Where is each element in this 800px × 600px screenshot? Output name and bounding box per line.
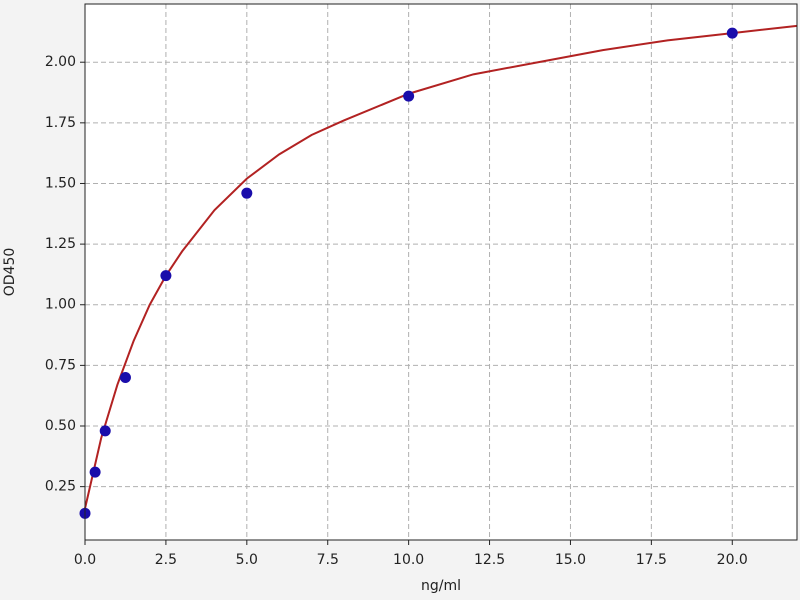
data-point <box>726 27 738 39</box>
plot-frame <box>84 3 798 541</box>
x-tick-label: 2.5 <box>155 552 177 568</box>
data-point <box>99 425 111 437</box>
y-tick-label: 1.00 <box>45 297 76 313</box>
y-tick-label: 0.75 <box>45 357 76 373</box>
x-tick-label: 7.5 <box>317 552 339 568</box>
x-tick-label: 12.5 <box>474 552 505 568</box>
data-point <box>89 466 101 478</box>
y-tick-label: 1.25 <box>45 236 76 252</box>
y-tick-label: 1.50 <box>45 175 76 191</box>
x-axis-label: ng/ml <box>421 578 461 594</box>
y-tick-label: 0.25 <box>45 479 76 495</box>
x-tick-label: 20.0 <box>717 552 748 568</box>
y-tick-label: 1.75 <box>45 115 76 131</box>
x-tick-label: 5.0 <box>236 552 258 568</box>
data <box>79 24 798 519</box>
x-tick-label: 0.0 <box>74 552 96 568</box>
x-tick-label: 17.5 <box>636 552 667 568</box>
fit-curve <box>84 24 798 509</box>
grid <box>84 4 797 540</box>
y-tick-label: 2.00 <box>45 54 76 70</box>
x-tick-label: 10.0 <box>393 552 424 568</box>
y-axis-label: OD450 <box>2 248 18 297</box>
y-tick-label: 0.50 <box>45 418 76 434</box>
plot-area <box>85 4 797 540</box>
x-tick-label: 15.0 <box>555 552 586 568</box>
data-point <box>119 372 131 384</box>
data-point <box>160 270 172 282</box>
data-point <box>403 90 415 102</box>
data-point <box>241 187 253 199</box>
